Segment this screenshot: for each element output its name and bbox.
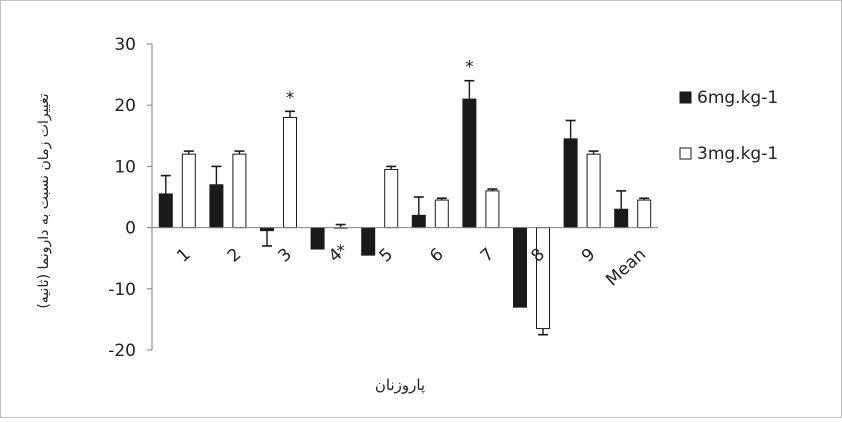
y-tick-label: -10 — [108, 280, 136, 300]
legend: 6mg.kg-1 3mg.kg-1 — [679, 88, 778, 164]
significance-marker: * — [336, 242, 345, 262]
bar-series1-8 — [513, 227, 527, 308]
bar-series2-9 — [586, 153, 601, 229]
bar-series1-2 — [209, 184, 224, 229]
y-tick-label: 20 — [114, 96, 136, 116]
significance-marker: * — [465, 58, 474, 78]
bar-series2-5 — [384, 168, 399, 229]
significance-marker: * — [286, 88, 295, 108]
y-tick-label: 30 — [114, 35, 136, 55]
legend-swatch — [679, 147, 692, 160]
bar-series2-6 — [434, 199, 449, 229]
bar-series2-2 — [232, 153, 247, 229]
legend-swatch — [679, 91, 692, 104]
bar-series1-5 — [361, 227, 376, 256]
legend-label: 3mg.kg-1 — [697, 144, 778, 164]
bar-series1-mean — [614, 208, 629, 229]
y-tick-label: -20 — [108, 341, 136, 361]
bar-series1-1 — [158, 193, 173, 229]
bar-series2-7 — [485, 190, 500, 229]
y-tick-label: 10 — [114, 157, 136, 177]
bar-series2-3 — [283, 116, 297, 229]
y-axis-label: تغییرات زمان نسبت به دارونما (ثانیه) — [36, 93, 52, 308]
bar-series1-7 — [462, 98, 477, 229]
y-tick-label: 0 — [125, 219, 136, 239]
bar-series1-6 — [411, 214, 426, 229]
bar-series1-9 — [563, 138, 578, 229]
bar-series2-1 — [181, 153, 196, 229]
bar-series1-4 — [310, 227, 325, 250]
bar-series2-mean — [637, 199, 652, 229]
bar-series2-8 — [536, 227, 550, 330]
legend-label: 6mg.kg-1 — [697, 88, 778, 108]
x-axis-label: پاروزنان — [375, 376, 425, 395]
